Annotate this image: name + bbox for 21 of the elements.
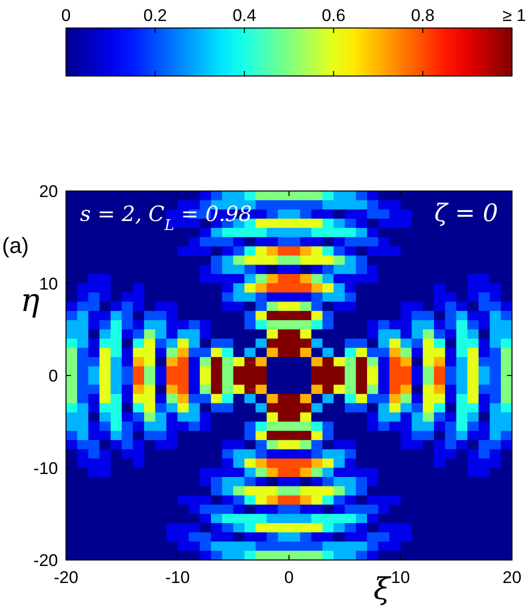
color-bar-label: 0	[61, 6, 71, 25]
annotation: ζ = 0	[434, 199, 498, 227]
text: (a)	[2, 233, 29, 258]
x-tick-label: 0	[284, 568, 294, 587]
color-bar-label: ≥ 1	[502, 6, 526, 25]
x-tick-label: -20	[54, 568, 78, 587]
y-tick-label: 20	[39, 182, 58, 201]
x-tick-label: 20	[502, 568, 522, 587]
color-bar-label: 0.6	[322, 6, 346, 25]
annotation: s = 2, C$_{L}$ = 0.98	[80, 202, 252, 234]
y-tick-label: -20	[33, 551, 58, 570]
y-tick-label: -10	[33, 458, 58, 478]
y-tick-label: 0	[48, 366, 58, 386]
color-bar-label: 0.4	[232, 6, 256, 25]
x-tick-label: 10	[391, 568, 410, 587]
x-tick-label: -10	[165, 568, 190, 587]
y-tick-label: 10	[39, 274, 58, 294]
color-bar-label: 0.8	[410, 6, 435, 25]
color-bar-label: 0.2	[143, 6, 168, 25]
x-axis-title: ξ	[373, 572, 392, 607]
y-axis-title: η	[20, 281, 40, 319]
